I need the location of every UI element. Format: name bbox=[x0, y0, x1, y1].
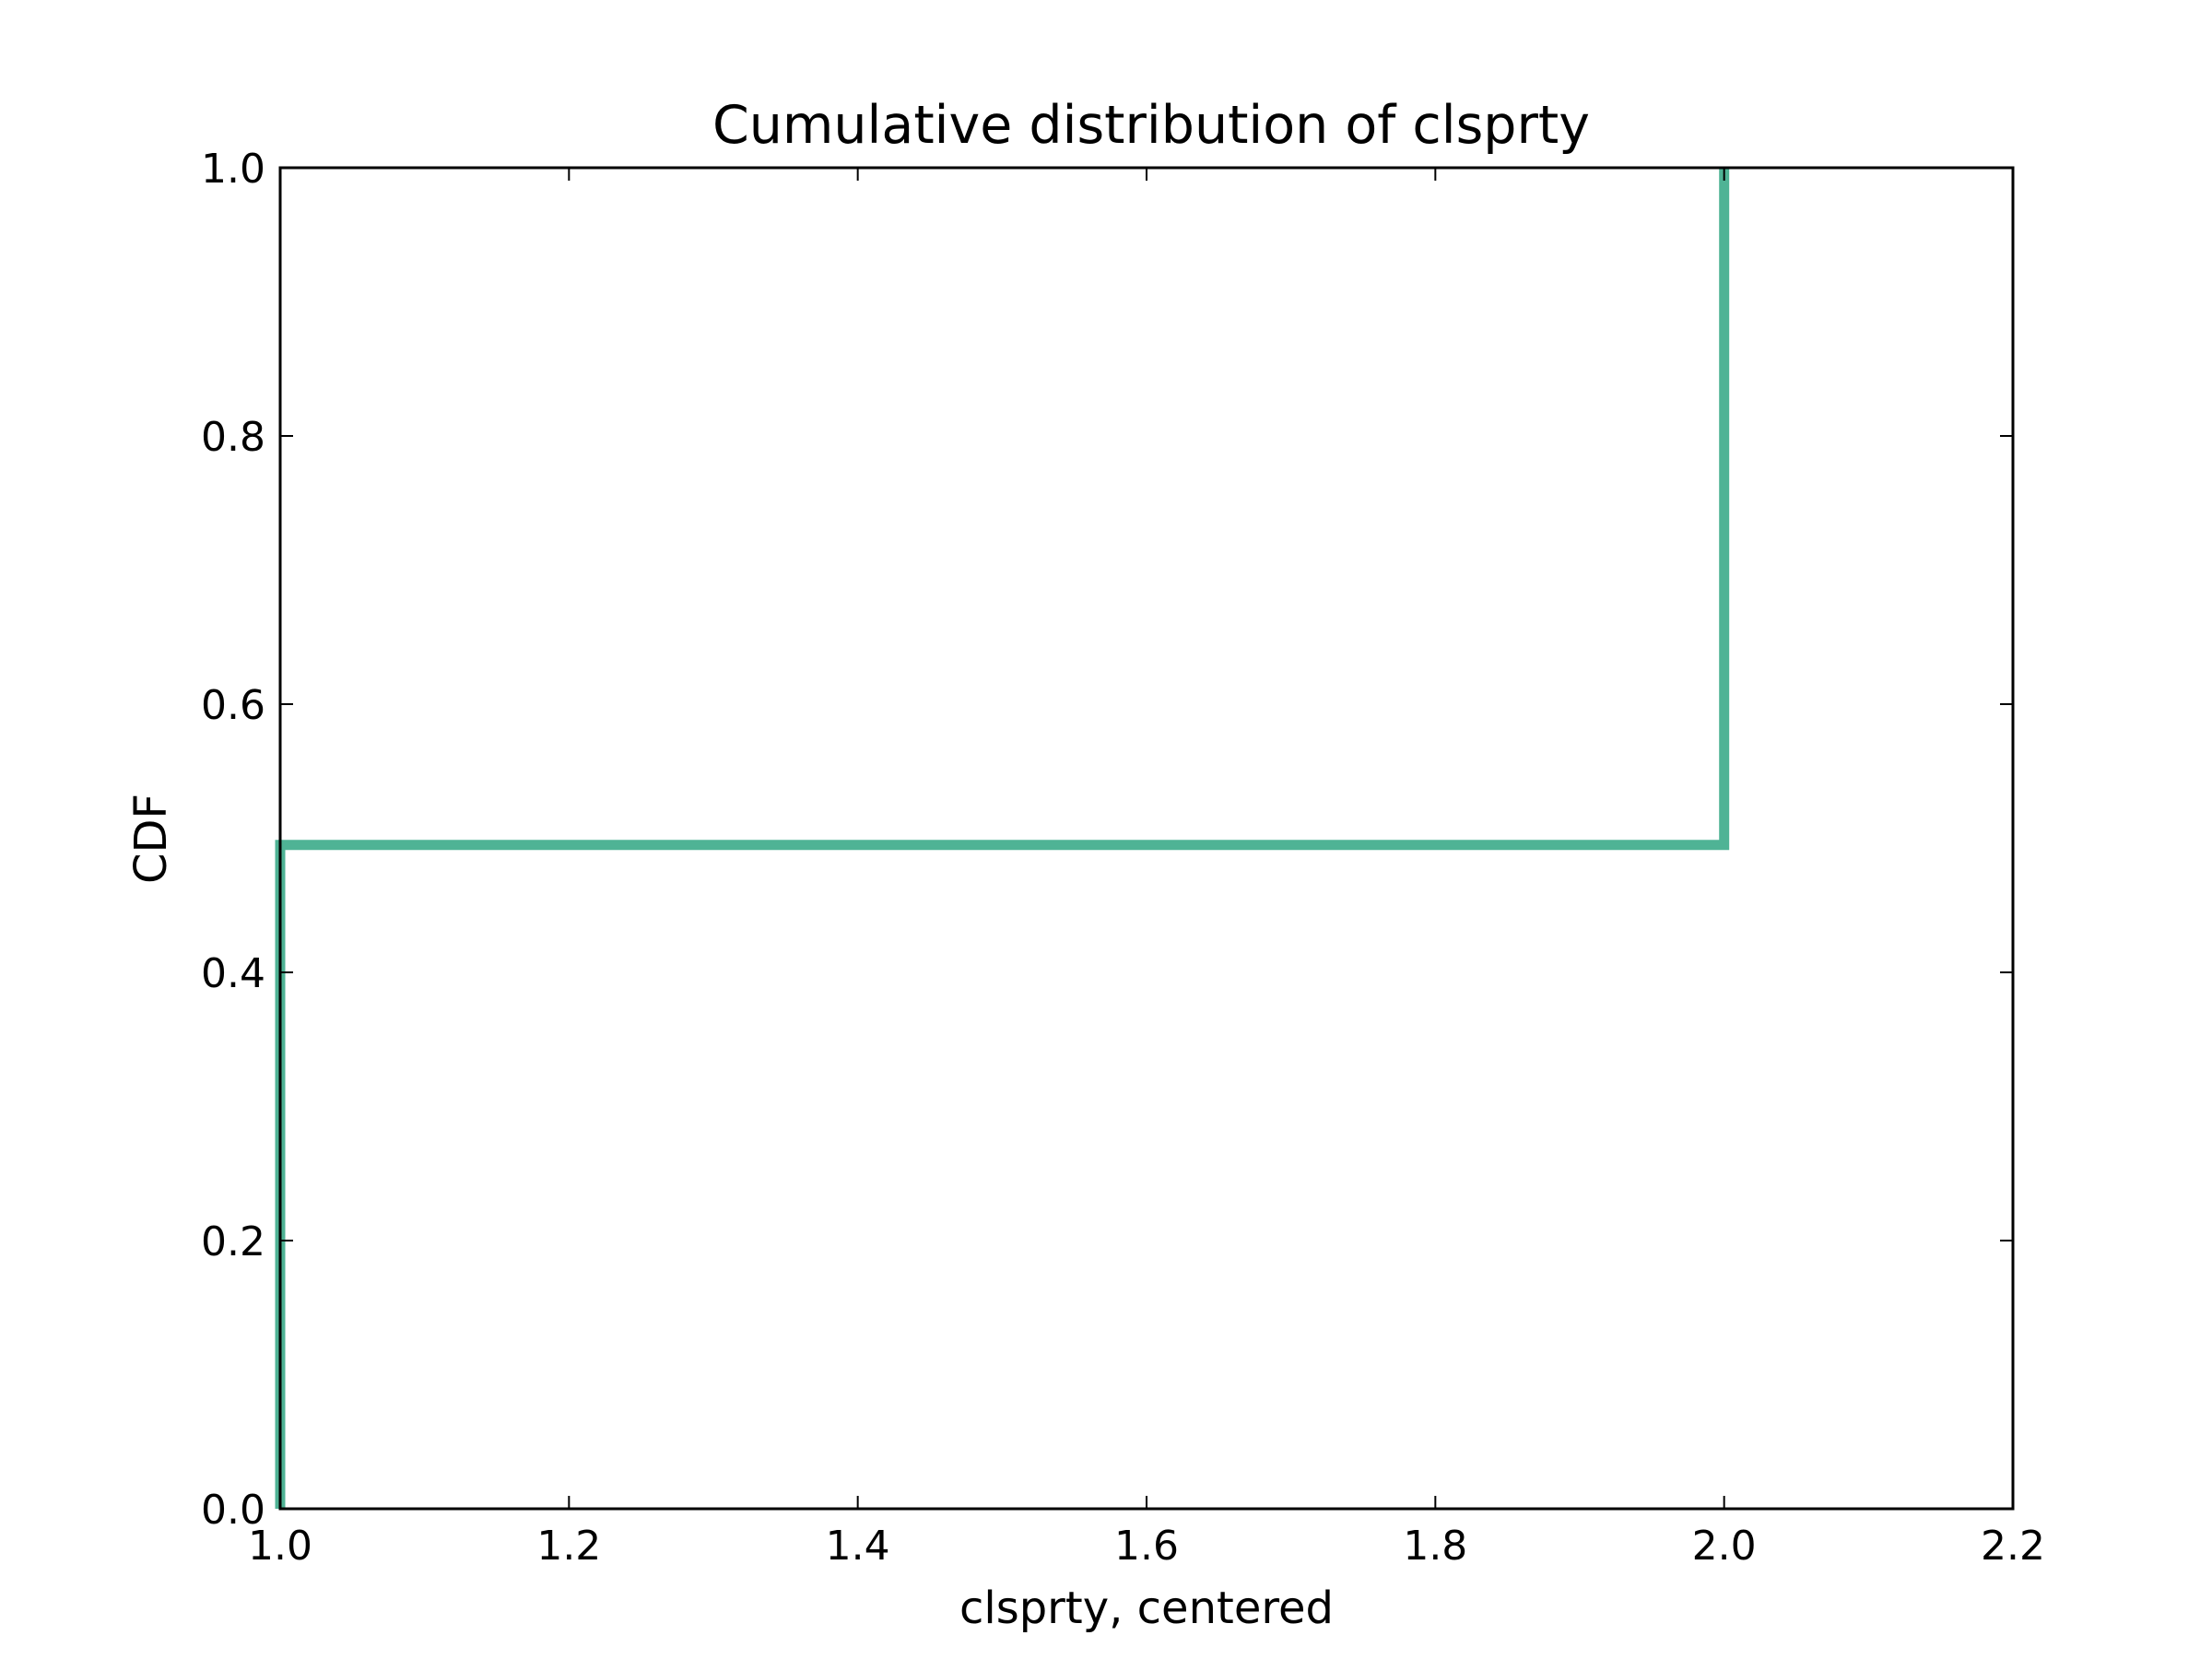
y-tick-label: 0.6 bbox=[201, 682, 265, 729]
x-tick-label: 1.4 bbox=[826, 1523, 890, 1570]
x-tick-label: 1.0 bbox=[248, 1523, 312, 1570]
x-tick-label: 1.8 bbox=[1403, 1523, 1467, 1570]
y-tick-label: 0.2 bbox=[201, 1218, 265, 1265]
y-tick-label: 0.0 bbox=[201, 1487, 265, 1534]
y-axis-title: CDF bbox=[125, 794, 177, 884]
chart-title: Cumulative distribution of clsprty bbox=[712, 95, 1590, 156]
x-axis: 1.0 1.2 1.4 1.6 1.8 2.0 2.2 bbox=[248, 168, 2045, 1570]
x-tick-label: 1.6 bbox=[1114, 1523, 1179, 1570]
x-tick-label: 2.0 bbox=[1692, 1523, 1757, 1570]
x-tick-label: 1.2 bbox=[536, 1523, 601, 1570]
x-tick-label: 2.2 bbox=[1981, 1523, 2045, 1570]
y-tick-label: 0.4 bbox=[201, 950, 265, 997]
y-tick-label: 0.8 bbox=[201, 414, 265, 461]
x-axis-title: clsprty, centered bbox=[959, 1583, 1334, 1634]
y-tick-label: 1.0 bbox=[201, 146, 265, 193]
y-axis: 0.0 0.2 0.4 0.6 0.8 1.0 bbox=[201, 146, 2013, 1534]
